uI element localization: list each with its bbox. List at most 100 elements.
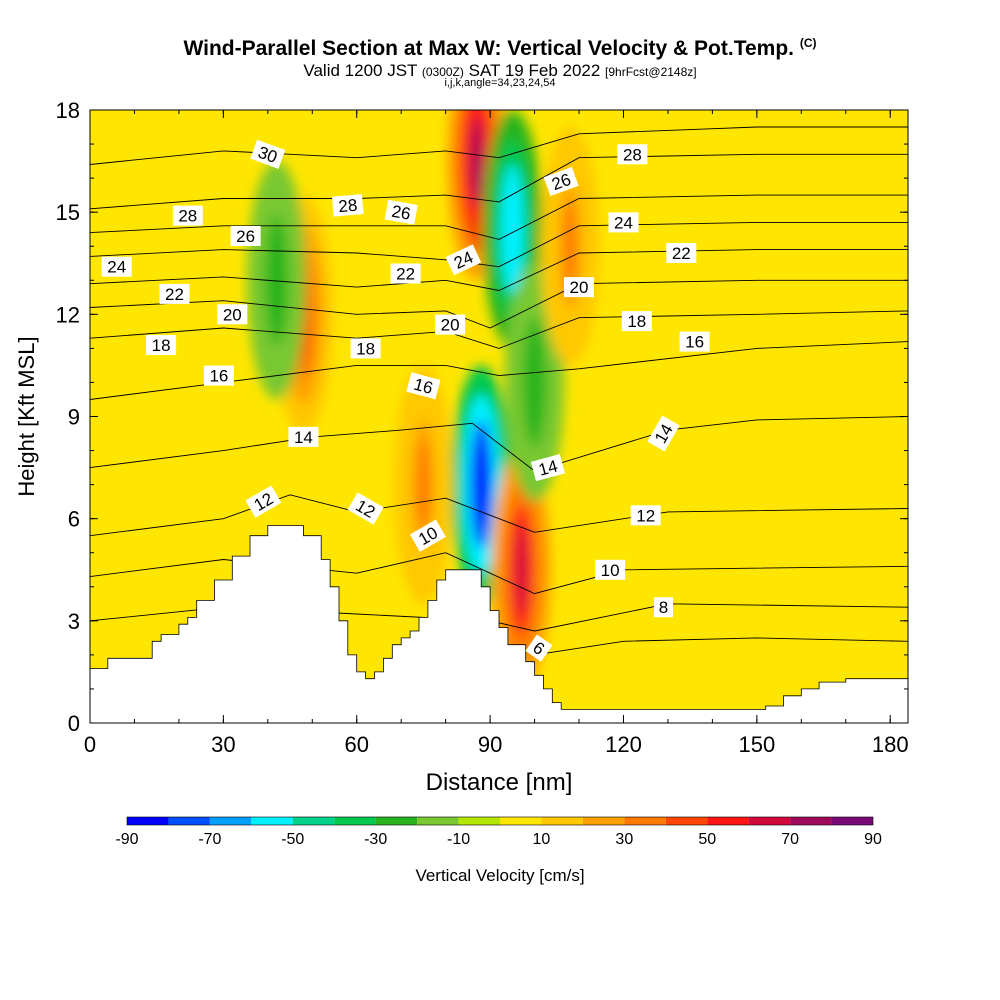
contour-label-box: [217, 304, 248, 325]
colorbar-swatch: [707, 817, 749, 825]
colorbar-swatch: [251, 817, 293, 825]
contour-label-text: 8: [659, 598, 668, 617]
x-tick-label: 120: [605, 732, 642, 757]
contour-label: 8: [654, 597, 673, 618]
contour-label-box: [543, 166, 579, 197]
chart-subtitle: Valid 1200 JST (0300Z) SAT 19 Feb 2022 […: [0, 61, 1000, 81]
contour-label-text: 28: [178, 207, 197, 226]
contour-label: 14: [288, 426, 319, 447]
x-tick-label: 90: [478, 732, 502, 757]
contour-label-text: 18: [356, 339, 375, 358]
y-tick-label: 9: [68, 405, 80, 430]
y-tick-label: 3: [68, 609, 80, 634]
theta-contour-14: [90, 416, 908, 472]
grid-indices: i,j,k,angle=34,23,24,54: [444, 77, 556, 89]
contour-label-text: 22: [396, 265, 415, 284]
contour-label-text: 14: [536, 456, 559, 479]
axes: 0 30 60 90 120 150 180 0 3 6 9 12 15 18 Distance [nm] H…: [14, 98, 909, 796]
contour-label-box: [288, 426, 319, 447]
colorbar-swatch: [458, 817, 500, 825]
contour-label-text: 20: [570, 278, 589, 297]
x-tick-label: 180: [872, 732, 909, 757]
contour-label-box: [159, 283, 190, 304]
contour-label-box: [203, 365, 234, 386]
velocity-cell: [515, 524, 528, 615]
colorbar-swatch: [831, 817, 873, 825]
colorbar-swatch: [500, 817, 542, 825]
colorbar: -90 -70 -50 -30 -10 10 30 50 70 90 Vertical Veloci…: [115, 816, 882, 885]
contour-label-text: 20: [441, 316, 460, 335]
theta-contour-30: [90, 126, 908, 165]
colorbar-tick-label: 30: [615, 831, 633, 848]
y-tick-label: 15: [56, 200, 80, 225]
contour-label-box: [630, 505, 661, 526]
colorbar-tick-label: 90: [864, 831, 882, 848]
contour-label-box: [666, 243, 697, 263]
y-tick-label: 0: [68, 711, 80, 736]
contour-label-box: [245, 485, 282, 518]
contour-label-box: [347, 492, 384, 525]
contour-label: 28: [331, 194, 364, 217]
colorbar-label: Vertical Velocity [cm/s]: [415, 866, 584, 885]
contour-label-box: [530, 454, 565, 482]
contour-label: 22: [159, 283, 190, 304]
velocity-cell: [475, 439, 488, 530]
chart-title: Wind-Parallel Section at Max W: Vertical…: [0, 36, 1000, 61]
contour-label-text: 28: [623, 145, 642, 164]
theta-contour-6: [534, 637, 908, 656]
colorbar-swatch: [665, 817, 708, 825]
velocity-field: [247, 110, 600, 689]
velocity-cell: [470, 116, 483, 207]
velocity-cell: [564, 201, 577, 292]
contour-label-text: 10: [601, 561, 620, 580]
contour-label: 16: [679, 331, 710, 352]
contour-label: 18: [350, 338, 381, 359]
forecast-info: [9hrFcst@2148z]: [605, 65, 697, 79]
theta-contour-22: [90, 249, 908, 291]
colorbar-swatch: [292, 817, 335, 825]
colorbar-swatch: [168, 817, 210, 825]
contour-label: 24: [101, 256, 132, 277]
colorbar-swatch: [790, 817, 832, 825]
colorbar-swatch: [624, 817, 666, 825]
contour-label-box: [331, 194, 364, 217]
contour-label: 16: [203, 365, 234, 386]
contour-label-text: 22: [672, 244, 691, 263]
contour-label-box: [525, 634, 553, 662]
contour-label-box: [230, 226, 261, 246]
contour-label: 24: [608, 212, 639, 233]
colorbar-swatch: [209, 817, 252, 825]
contour-label-text: 20: [223, 305, 242, 324]
contour-label: 20: [564, 277, 594, 298]
chart-title-text: Wind-Parallel Section at Max W: Vertical…: [183, 37, 794, 60]
contour-label-box: [101, 256, 132, 277]
colorbar-tick-label: -70: [198, 831, 221, 848]
contour-label-text: 24: [614, 213, 633, 232]
contour-label-box: [617, 144, 648, 165]
theta-contour-26: [90, 194, 908, 240]
contour-label-box: [406, 372, 441, 400]
contour-label: 22: [666, 243, 697, 263]
contour-label-box: [564, 277, 594, 298]
velocity-cell: [417, 439, 430, 530]
contour-label-text: 16: [209, 367, 228, 386]
contour-label-box: [435, 314, 466, 335]
valid-date: SAT 19 Feb 2022: [468, 61, 601, 80]
colorbar-swatch: [582, 817, 625, 825]
contour-label-text: 26: [390, 202, 412, 224]
velocity-cell: [506, 184, 519, 275]
contour-label-text: 16: [412, 375, 435, 398]
contour-label: 16: [406, 372, 441, 400]
contour-label-box: [409, 519, 446, 552]
colorbar-tick-label: 70: [781, 831, 799, 848]
velocity-cell: [528, 337, 541, 428]
contour-label-box: [350, 338, 381, 359]
y-axis-label: Height [Kft MSL]: [14, 336, 39, 496]
contour-label-text: 26: [236, 227, 255, 246]
terrain: [90, 525, 908, 723]
contour-label: 18: [621, 311, 652, 332]
colorbar-tick-label: 50: [698, 831, 716, 848]
